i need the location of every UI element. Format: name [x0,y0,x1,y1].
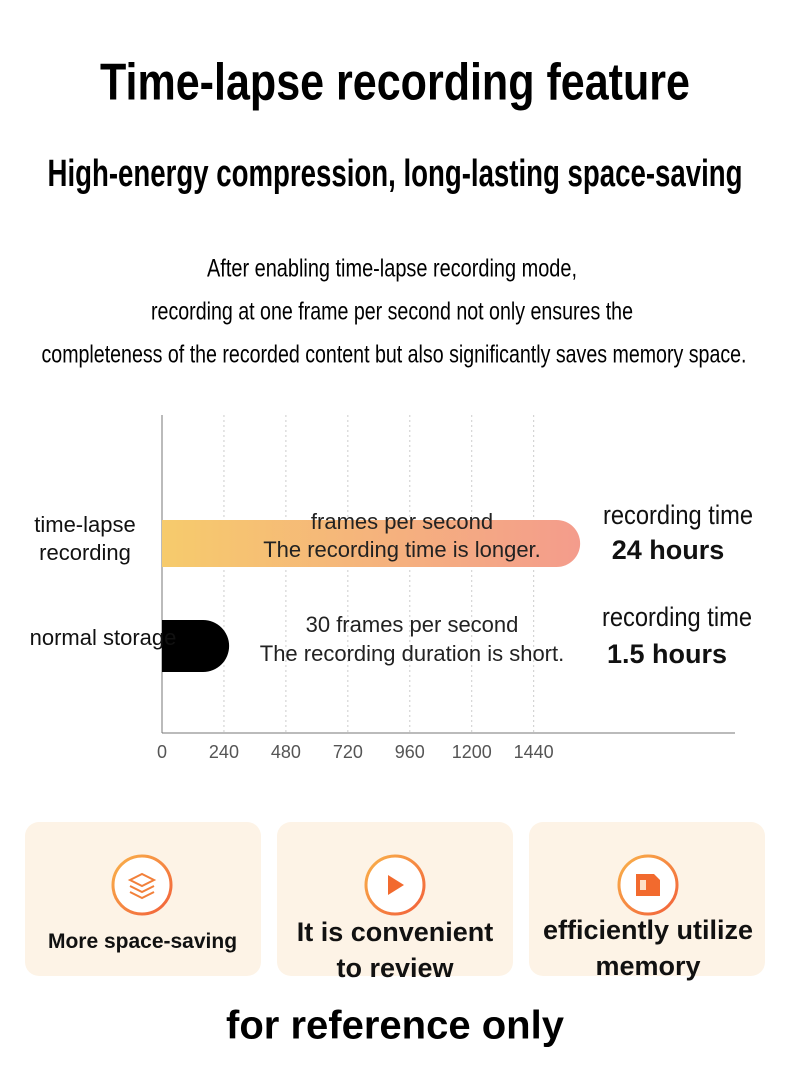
icon [111,854,173,916]
icon [364,854,426,916]
x-tick-label: 1440 [514,742,554,762]
bar-annotation: frames per second [311,509,493,534]
x-tick-label: 1200 [452,742,492,762]
category-label: normal storage [29,625,177,650]
description: After enabling time-lapse recording mode… [207,255,577,283]
feature-label: efficiently utilize memory [542,915,754,981]
time-label: recording time [602,602,752,632]
x-tick-label: 0 [157,742,167,762]
description: completeness of the recorded content but… [42,341,747,369]
x-tick-label: 720 [333,742,363,762]
x-tick-label: 240 [209,742,239,762]
x-tick-label: 960 [395,742,425,762]
category-label: time-lapse recording [34,512,136,565]
time-value: 24 hours [612,535,725,565]
footer: for reference only [226,1004,565,1048]
time-label: recording time [603,500,753,530]
x-tick-label: 480 [271,742,301,762]
icon [617,854,679,916]
bar-annotation: The recording time is longer. [263,537,541,562]
feature-label: More space-saving [47,930,238,953]
bar [162,520,581,567]
title: Time-lapse recording feature [100,54,690,112]
subtitle: High-energy compression, long-lasting sp… [48,153,743,195]
bar-annotation: 30 frames per second [306,612,519,637]
time-value: 1.5 hours [607,639,727,669]
bar [162,620,230,672]
bar-annotation: The recording duration is short. [260,641,565,666]
feature-label: It is convenient to review [296,917,494,983]
description: recording at one frame per second not on… [151,298,633,326]
